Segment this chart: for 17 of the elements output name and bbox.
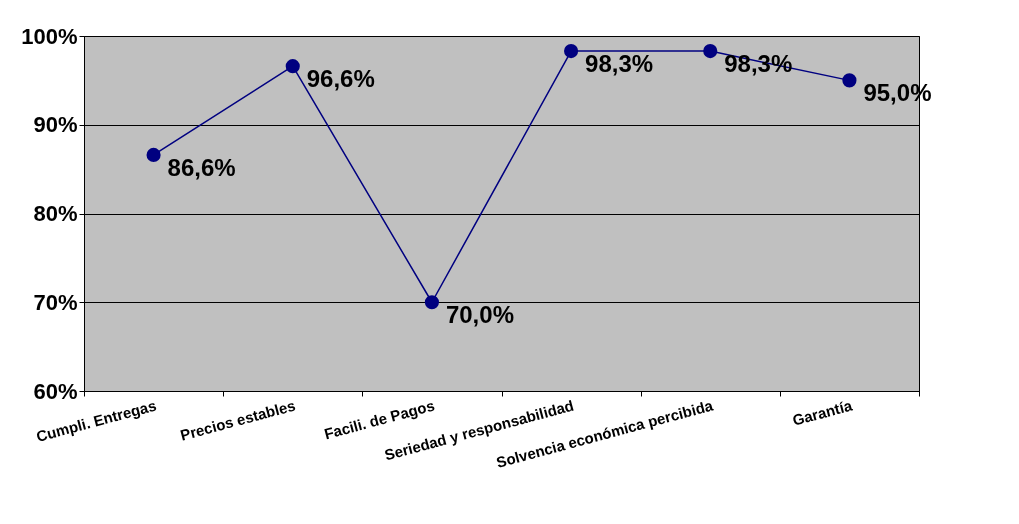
data-label: 86,6% [167,153,236,181]
point [564,44,579,59]
y-tick-label: 100% [21,23,78,49]
point [424,295,439,310]
y-tick-label: 70% [33,289,78,315]
x-tick-label: Precios estables [178,396,298,444]
y-tick-label: 60% [33,378,78,404]
point [842,73,857,88]
y-tick-label: 90% [33,112,78,138]
data-label: 70,0% [445,301,514,329]
data-label: 98,3% [585,50,654,78]
data-label: 96,6% [306,65,375,93]
point [285,59,300,74]
point [146,147,161,162]
y-tick-label: 80% [33,201,78,226]
x-tick-label: Garantía [790,396,855,429]
point [703,44,718,59]
